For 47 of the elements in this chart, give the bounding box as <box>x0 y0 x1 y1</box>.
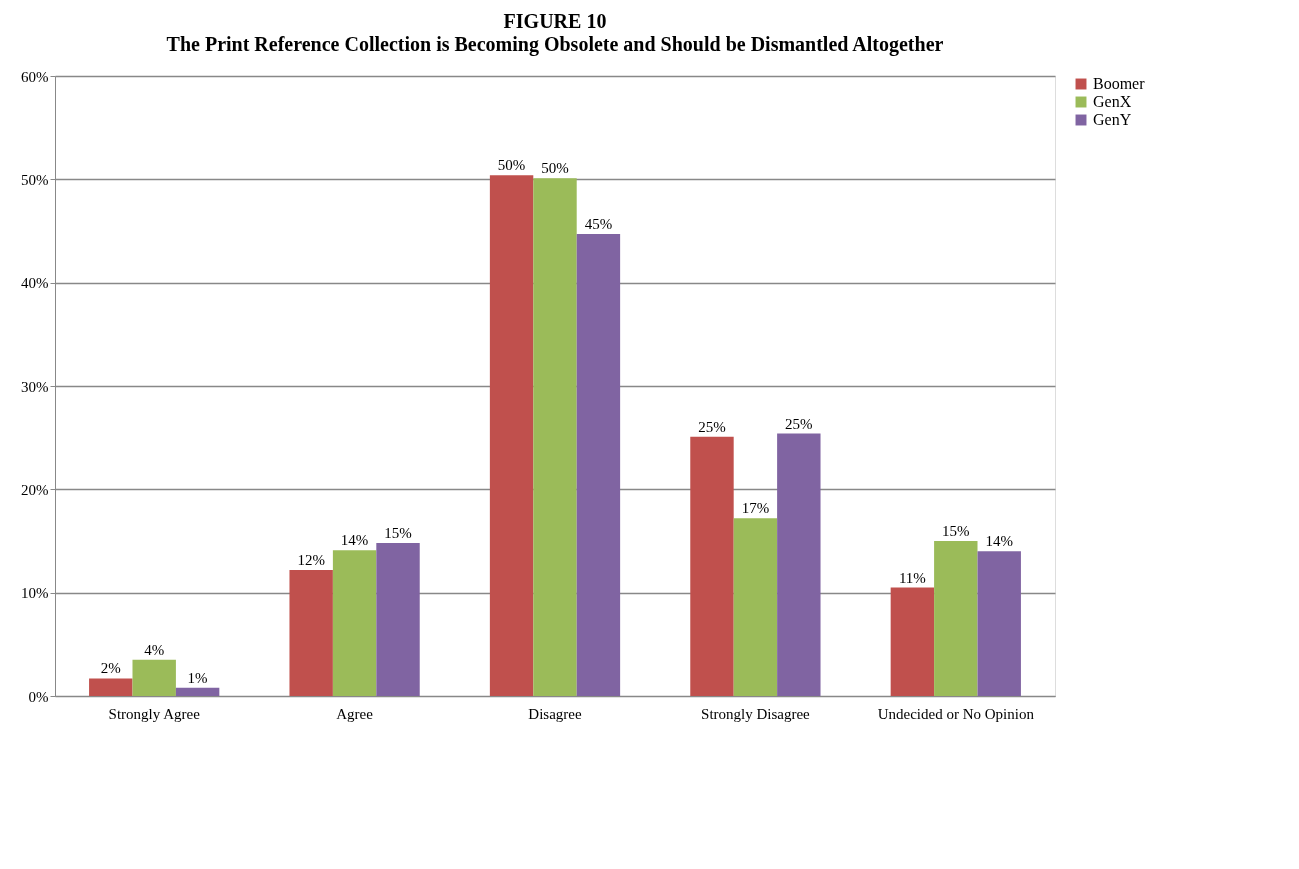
bar <box>533 178 577 696</box>
bar <box>690 436 734 696</box>
data-label: 25% <box>785 415 813 432</box>
data-label: 15% <box>942 523 970 539</box>
bar <box>289 569 333 696</box>
bar <box>132 659 176 696</box>
x-tick-label: Undecided or No Opinion <box>877 705 1035 722</box>
y-tick-label: 40% <box>21 275 49 292</box>
bar <box>733 518 778 696</box>
bar <box>89 678 133 696</box>
bar <box>332 550 377 696</box>
y-tick-label: 20% <box>21 481 49 498</box>
data-label: 2% <box>100 660 121 677</box>
y-tick-label: 0% <box>28 688 49 705</box>
legend-label: Boomer <box>1093 75 1146 92</box>
data-label: 1% <box>187 669 208 686</box>
data-label: 12% <box>297 551 325 568</box>
data-label: 17% <box>741 500 770 517</box>
data-label: 50% <box>497 157 526 174</box>
x-tick-label: Strongly Agree <box>108 705 201 722</box>
bar <box>977 551 1021 696</box>
data-label: 14% <box>985 533 1013 550</box>
data-label: 15% <box>384 525 412 542</box>
bar <box>175 687 220 696</box>
y-tick-label: 50% <box>21 171 49 188</box>
bar <box>890 587 935 696</box>
data-label: 14% <box>340 532 369 549</box>
data-label: 11% <box>898 569 926 586</box>
bar <box>376 543 420 696</box>
data-label: 25% <box>698 418 726 435</box>
bar <box>576 234 621 696</box>
chart-subtitle: The Print Reference Collection is Becoming Obsolete and Should be Dismantled Altogether <box>166 33 944 56</box>
y-tick-label: 30% <box>21 378 49 395</box>
y-tick-label: 10% <box>21 585 49 602</box>
bar <box>934 541 978 696</box>
bar <box>777 433 821 696</box>
legend-label: GenY <box>1093 111 1132 128</box>
data-label: 4% <box>144 641 165 658</box>
x-tick-label: Strongly Disagree <box>701 705 811 722</box>
data-label: 45% <box>584 216 613 233</box>
x-tick-label: Agree <box>336 705 374 722</box>
data-label: 50% <box>541 160 569 177</box>
chart-title: FIGURE 10 <box>503 10 607 32</box>
x-tick-label: Disagree <box>528 705 582 722</box>
bar <box>489 175 534 696</box>
legend-label: GenX <box>1093 93 1132 110</box>
y-tick-label: 60% <box>21 68 49 85</box>
